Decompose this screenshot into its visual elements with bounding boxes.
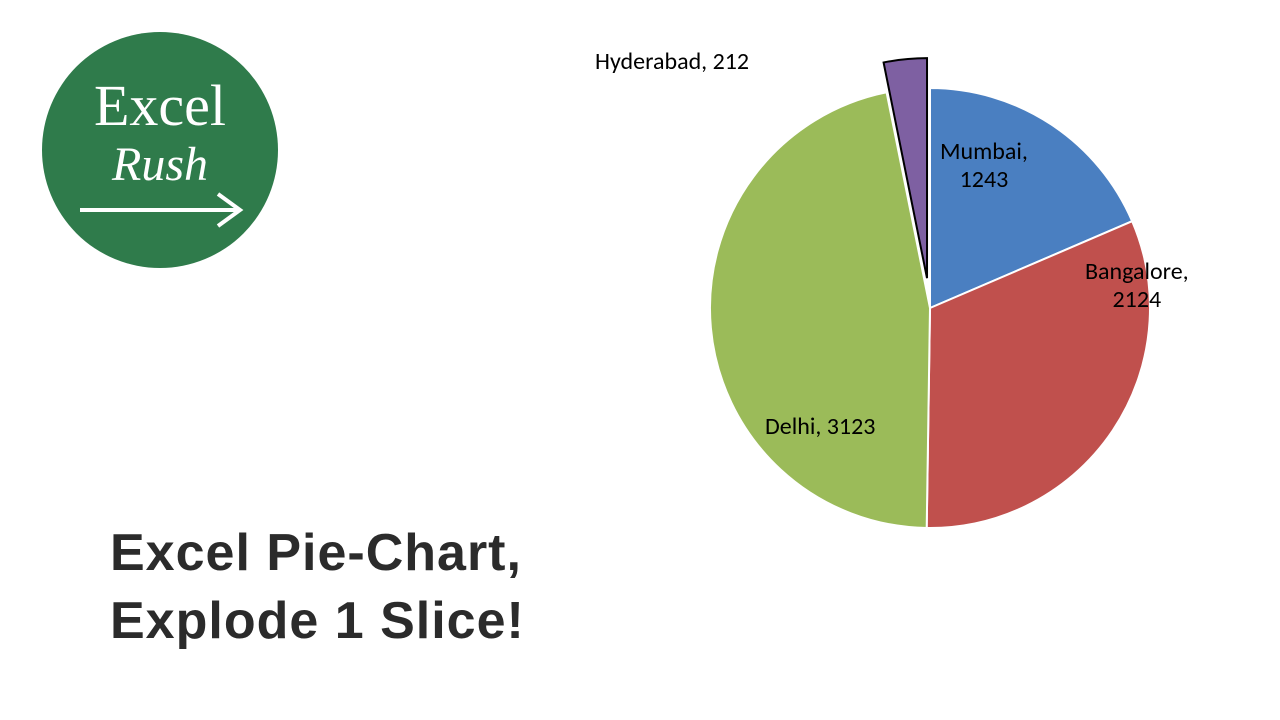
- logo-text-line1: Excel: [94, 73, 226, 138]
- stage: Excel Rush Excel Pie-Chart, Explode 1 Sl…: [0, 0, 1280, 720]
- pie-label-mumbai: Mumbai, 1243: [940, 138, 1028, 193]
- pie-label-bangalore: Bangalore, 2124: [1085, 258, 1189, 313]
- logo-text-line2: Rush: [111, 138, 208, 191]
- pie-label-delhi: Delhi, 3123: [765, 413, 875, 441]
- pie-chart: Mumbai, 1243Bangalore, 2124Delhi, 3123Hy…: [630, 18, 1230, 538]
- caption-line1: Excel Pie-Chart,: [110, 520, 525, 588]
- caption-text: Excel Pie-Chart, Explode 1 Slice!: [110, 520, 525, 655]
- pie-slice-delhi: [710, 92, 930, 528]
- excel-rush-logo: Excel Rush: [40, 30, 280, 270]
- caption-line2: Explode 1 Slice!: [110, 588, 525, 656]
- pie-label-hyderabad: Hyderabad, 212: [595, 48, 749, 76]
